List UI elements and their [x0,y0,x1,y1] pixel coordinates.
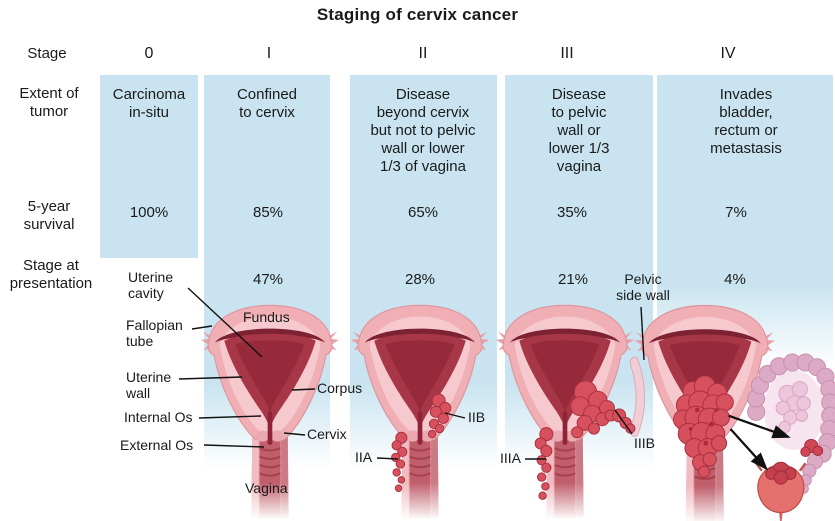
presentation-stage-3: 21% [557,271,589,288]
row-label-extent: Extent of tumor [19,85,79,120]
uterus-diagram-stage-4 [645,296,835,521]
survival-stage-2: 65% [407,204,439,221]
survival-stage-0: 100% [129,204,169,221]
survival-stage-3: 35% [556,204,588,221]
extent-stage-2: Disease beyond cervix but not to pelvic … [370,86,476,175]
bowel-tumor [800,438,824,458]
extent-stage-4: Invades bladder, rectum or metastasis [710,86,782,157]
diagram-title: Staging of cervix cancer [316,5,519,24]
label-stage-iib: IIB [468,409,486,425]
bladder-icon [755,461,807,521]
label-stage-iiib: IIIB [634,435,656,451]
survival-stage-4: 7% [725,204,747,221]
bladder-tumor [765,461,797,485]
presentation-stage-2: 28% [404,271,436,288]
row-label-stage: Stage [27,45,67,62]
label-uterine-cavity: Uterine cavity [128,269,174,301]
label-stage-iia: IIA [355,449,373,465]
label-stage-iiia: IIIA [500,450,522,466]
label-internal-os: Internal Os [124,409,193,425]
uterus-diagram-stage-3 [495,296,646,520]
tumor-mass-stage-4 [673,375,734,478]
tumor-mass-iib [427,393,452,439]
label-vagina: Vagina [245,480,288,496]
label-fallopian-tube: Fallopian tube [126,317,183,349]
stage-0-column [100,75,198,258]
tumor-speckles [688,407,719,446]
tumor-mass-iiia [534,427,554,500]
extent-stage-1: Confined to cervix [236,86,298,121]
uterus-diagram-stage-2 [350,296,490,520]
label-uterine-wall: Uterine wall [126,369,172,401]
bowel-icon [747,353,835,495]
row-label-survival: 5-year survival [23,198,75,233]
presentation-stage-4: 4% [724,271,746,288]
extent-stage-0: Carcinoma in-situ [112,86,186,121]
stage-header-4: IV [720,45,736,62]
stage-header-2: II [418,45,428,62]
stage-header-3: III [560,45,574,62]
stage-header-1: I [266,45,272,62]
label-corpus: Corpus [317,380,363,396]
label-pelvic-side-wall: Pelvic side wall [616,271,670,303]
label-external-os: External Os [120,437,194,453]
label-cervix: Cervix [307,426,347,442]
label-fundus: Fundus [243,309,290,325]
survival-stage-1: 85% [252,204,284,221]
row-label-presentation: Stage at presentation [9,257,93,292]
metastasis-arrow-bowel [728,414,791,439]
presentation-stage-1: 47% [252,271,284,288]
extent-stage-3: Disease to pelvic wall or lower 1/3 vagi… [548,86,610,175]
metastasis-arrow-bladder [729,428,768,471]
stage-header-0: 0 [144,45,154,62]
